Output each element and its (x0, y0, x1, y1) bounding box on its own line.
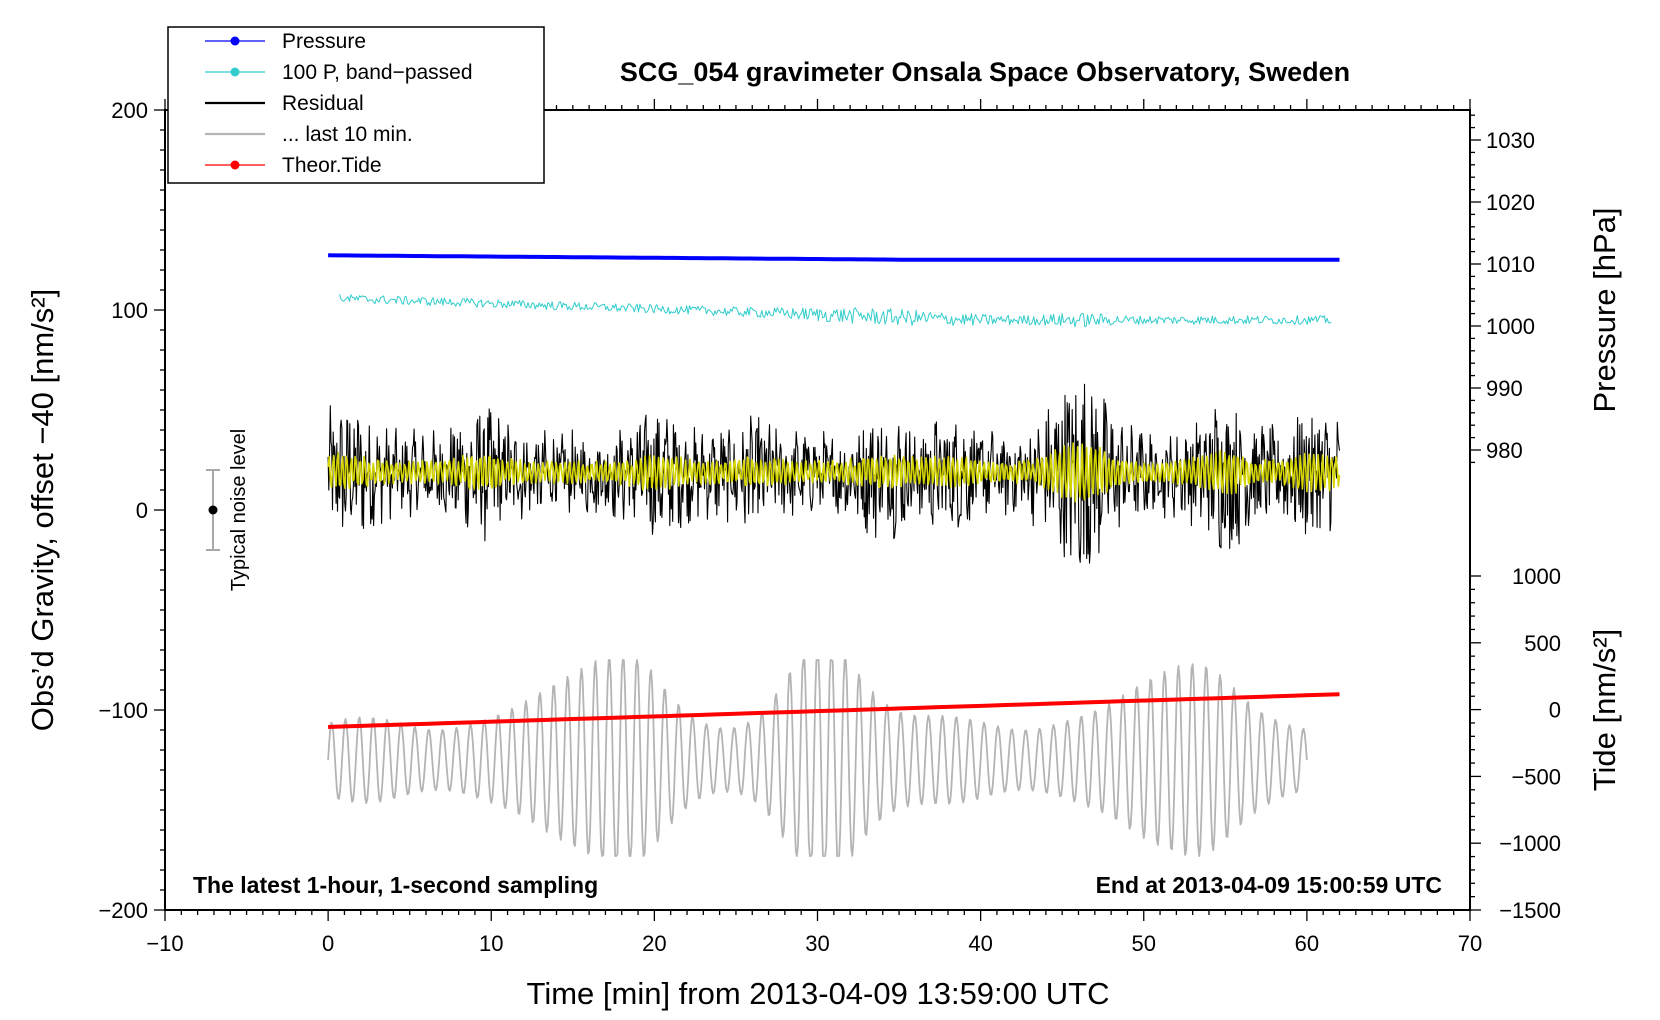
tide-axis-label: Tide [nm/s²] (1587, 629, 1622, 792)
y-tick-label: −100 (98, 698, 148, 723)
pressure-axis-label: Pressure [hPa] (1587, 207, 1622, 412)
legend: Pressure 100 P, band−passed Residual ... la… (167, 26, 545, 184)
series-layer (327, 253, 1341, 857)
legend-box (167, 26, 545, 184)
series-residual (327, 383, 1341, 564)
x-tick-label: 70 (1458, 931, 1482, 956)
tide-tick-label: −1000 (1499, 831, 1561, 856)
series-pressure-bandpassed (339, 294, 1332, 328)
tide-tick-label: −500 (1511, 764, 1561, 789)
legend-marker-4 (230, 160, 240, 170)
y-axis-left: 200 100 0 −100 −200 (98, 98, 165, 923)
tide-tick-label: −1500 (1499, 898, 1561, 923)
x-tick-label: 60 (1295, 931, 1319, 956)
y-tick-label: 100 (111, 298, 148, 323)
tide-tick-label: 500 (1524, 631, 1561, 656)
pressure-tick-label: 980 (1486, 438, 1523, 463)
legend-label-2: Residual (282, 92, 364, 115)
x-axis: −10 0 10 20 30 40 50 60 70 (146, 99, 1482, 956)
legend-label-4: Theor.Tide (282, 154, 382, 177)
x-tick-label: 50 (1132, 931, 1156, 956)
tide-tick-label: 1000 (1512, 564, 1561, 589)
noise-center-dot (208, 505, 218, 515)
pressure-tick-label: 1030 (1486, 128, 1535, 153)
legend-label-0: Pressure (282, 30, 366, 53)
annotation-sampling: The latest 1-hour, 1-second sampling (193, 872, 598, 898)
y-tick-label: −200 (98, 898, 148, 923)
pressure-tick-label: 1000 (1486, 314, 1535, 339)
pressure-tick-label: 1020 (1486, 190, 1535, 215)
pressure-axis: 1030 1020 1010 1000 990 980 (1470, 114, 1535, 464)
chart-title: SCG_054 gravimeter Onsala Space Observat… (620, 57, 1350, 87)
tide-axis: 1000 500 0 −500 −1000 −1500 (1470, 564, 1561, 923)
legend-marker-0 (230, 36, 240, 46)
noise-label: Typical noise level (228, 429, 250, 591)
x-tick-label: 0 (322, 931, 334, 956)
x-tick-label: −10 (146, 931, 183, 956)
series-last-10-min (327, 659, 1308, 857)
y-tick-label: 0 (136, 498, 148, 523)
x-tick-label: 40 (968, 931, 992, 956)
x-tick-label: 30 (805, 931, 829, 956)
x-axis-label: Time [min] from 2013-04-09 13:59:00 UTC (527, 976, 1110, 1011)
tide-tick-label: 0 (1549, 698, 1561, 723)
noise-indicator: Typical noise level (206, 429, 250, 591)
legend-marker-1 (230, 67, 240, 77)
y-axis-left-label: Obs’d Gravity, offset −40 [nm/s²] (25, 289, 60, 732)
legend-label-3: ... last 10 min. (282, 123, 413, 146)
series-theoretical-tide (328, 692, 1340, 729)
pressure-tick-label: 1010 (1486, 252, 1535, 277)
x-tick-label: 20 (642, 931, 666, 956)
series-pressure (328, 253, 1340, 262)
annotation-end-time: End at 2013-04-09 15:00:59 UTC (1096, 872, 1442, 898)
x-tick-label: 10 (479, 931, 503, 956)
legend-label-1: 100 P, band−passed (282, 61, 473, 84)
series-residual-smoothed (327, 442, 1341, 503)
pressure-tick-label: 990 (1486, 376, 1523, 401)
y-tick-label: 200 (111, 98, 148, 123)
